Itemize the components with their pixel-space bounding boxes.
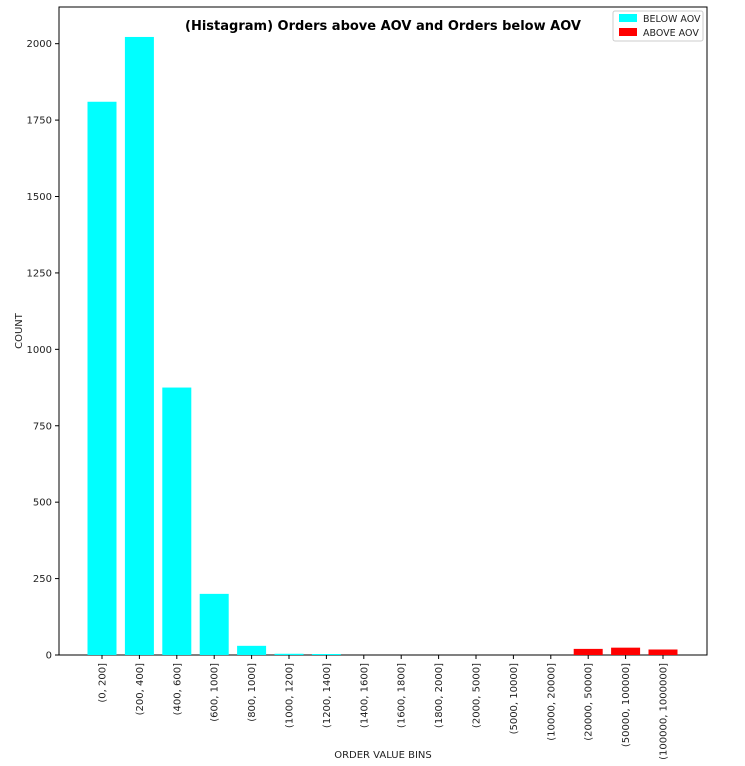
bars-group [87, 36, 678, 656]
bar-above-aov [611, 647, 641, 655]
x-tick-label: (0, 200] [98, 663, 109, 703]
x-tick-label: (20000, 50000] [584, 663, 595, 741]
x-tick-label: (1200, 1400] [322, 663, 333, 728]
x-tick-label: (800, 1000] [247, 663, 258, 722]
bar-below-aov [274, 653, 304, 655]
x-tick-label: (1400, 1600] [359, 663, 370, 728]
x-tick-label: (1800, 2000] [434, 663, 445, 728]
y-tick-label: 500 [33, 498, 52, 509]
x-tick-label: (5000, 10000] [509, 663, 520, 735]
y-axis-label: COUNT [14, 312, 25, 349]
bar-below-aov [237, 645, 267, 655]
legend-swatch-below-aov [619, 14, 637, 22]
legend-label-above-aov: ABOVE AOV [643, 28, 699, 39]
legend-swatch-above-aov [619, 28, 637, 36]
x-tick-label: (200, 400] [135, 663, 146, 715]
bar-above-aov [648, 649, 678, 655]
legend-label-below-aov: BELOW AOV [643, 14, 701, 25]
y-axis: 0 250 500 750 1000 1250 1500 1750 2000 [27, 39, 59, 662]
y-tick-label: 0 [46, 651, 52, 662]
y-tick-label: 2000 [27, 39, 52, 50]
plot-area [58, 6, 708, 656]
bar-below-aov [311, 654, 341, 655]
x-axis-label: ORDER VALUE BINS [334, 750, 432, 761]
bar-below-aov [124, 36, 154, 656]
chart-title: (Histagram) Orders above AOV and Orders … [185, 19, 581, 34]
x-tick-label: (1600, 1800] [397, 663, 408, 728]
y-tick-label: 1500 [27, 192, 52, 203]
x-axis: (0, 200] (200, 400] (400, 600] (600, 1000] (… [98, 655, 670, 760]
y-tick-label: 1000 [27, 345, 52, 356]
legend: BELOW AOV ABOVE AOV [612, 10, 704, 42]
y-tick-label: 1250 [27, 268, 52, 279]
bar-below-aov [162, 387, 192, 655]
bar-below-aov [199, 593, 229, 655]
y-tick-label: 250 [33, 574, 52, 585]
x-tick-label: (1000, 1200] [285, 663, 296, 728]
x-tick-label: (400, 600] [172, 663, 183, 715]
x-tick-label: (10000, 20000] [546, 663, 557, 741]
x-tick-label: (600, 1000] [210, 663, 221, 722]
x-tick-label: (100000, 1000000] [659, 663, 670, 760]
y-tick-label: 1750 [27, 116, 52, 127]
bar-below-aov [87, 101, 117, 656]
x-tick-label: (50000, 100000] [621, 663, 632, 747]
x-tick-label: (2000, 5000] [472, 663, 483, 728]
y-tick-label: 750 [33, 421, 52, 432]
bar-above-aov [573, 648, 603, 655]
